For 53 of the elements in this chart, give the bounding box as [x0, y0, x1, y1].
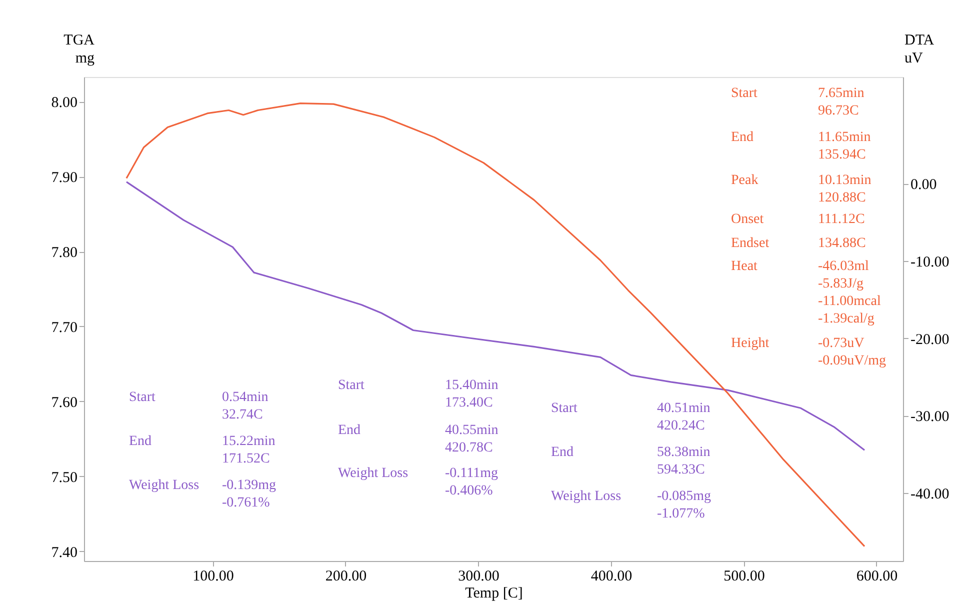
annotation: 40.55min 420.78C	[445, 423, 498, 456]
y-axis-title: TGA mg	[64, 32, 95, 66]
y-tick-label: 7.60	[51, 394, 78, 411]
annotation: Start	[129, 390, 156, 405]
y2-tick-label: -40.00	[910, 486, 950, 502]
annotation: Weight Loss	[551, 489, 622, 504]
annotation: 134.88C	[818, 236, 866, 251]
annotation: 15.22min 171.52C	[222, 434, 276, 466]
annotation: 40.51min 420.24C	[657, 401, 710, 434]
x-tick-label: 400.00	[590, 568, 632, 584]
y-tick-label: 8.00	[51, 95, 78, 112]
x-tick-label: 300.00	[458, 568, 500, 584]
annotation: Heat	[731, 259, 758, 274]
annotation: Weight Loss	[129, 478, 200, 493]
y2-axis-title: DTA uV	[904, 32, 934, 66]
x-axis-title: Temp [C]	[465, 586, 523, 602]
annotation: Start	[731, 86, 758, 101]
y-tick-label: 7.80	[51, 245, 78, 262]
annotation: -0.139mg -0.761%	[222, 478, 276, 510]
y-tick-label: 7.50	[51, 470, 78, 486]
y2-tick-label: 0.00	[910, 177, 937, 194]
annotation: End	[129, 434, 152, 449]
x-tick-label: 100.00	[192, 568, 234, 584]
annotation: 58.38min 594.33C	[657, 445, 710, 478]
x-tick-label: 500.00	[724, 568, 765, 584]
annotation: Height	[731, 336, 770, 351]
annotation: Peak	[731, 173, 758, 188]
annotation: Start	[551, 401, 578, 416]
annotation: Endset	[731, 236, 770, 251]
annotation: End	[338, 423, 361, 438]
annotation: -0.73uV -0.09uV/mg	[818, 336, 886, 368]
annotation: 0.54min 32.74C	[222, 390, 268, 422]
annotation: Weight Loss	[338, 466, 408, 481]
y-tick-label: 7.40	[51, 544, 78, 561]
annotation: 7.65min 96.73C	[818, 86, 864, 118]
annotation: 11.65min 135.94C	[818, 130, 871, 162]
annotation: 111.12C	[818, 212, 865, 227]
x-tick-label: 600.00	[856, 568, 898, 584]
y2-tick-label: -20.00	[910, 332, 950, 348]
annotation: Start	[338, 378, 365, 393]
y2-tick-label: -30.00	[910, 409, 950, 426]
annotation: Onset	[731, 212, 764, 227]
annotation: -46.03ml -5.83J/g -11.00mcal -1.39cal/g	[818, 259, 881, 326]
y-tick-label: 7.90	[51, 170, 78, 186]
annotation: -0.085mg -1.077%	[657, 489, 712, 522]
x-tick-label: 200.00	[325, 568, 367, 584]
annotation: End	[731, 130, 754, 145]
y2-tick-label: -10.00	[910, 254, 950, 271]
annotation: End	[551, 445, 574, 460]
annotation: 10.13min 120.88C	[818, 173, 872, 206]
y-tick-label: 7.70	[51, 320, 78, 336]
annotation: 15.40min 173.40C	[445, 378, 498, 410]
annotation: -0.111mg -0.406%	[445, 466, 498, 498]
